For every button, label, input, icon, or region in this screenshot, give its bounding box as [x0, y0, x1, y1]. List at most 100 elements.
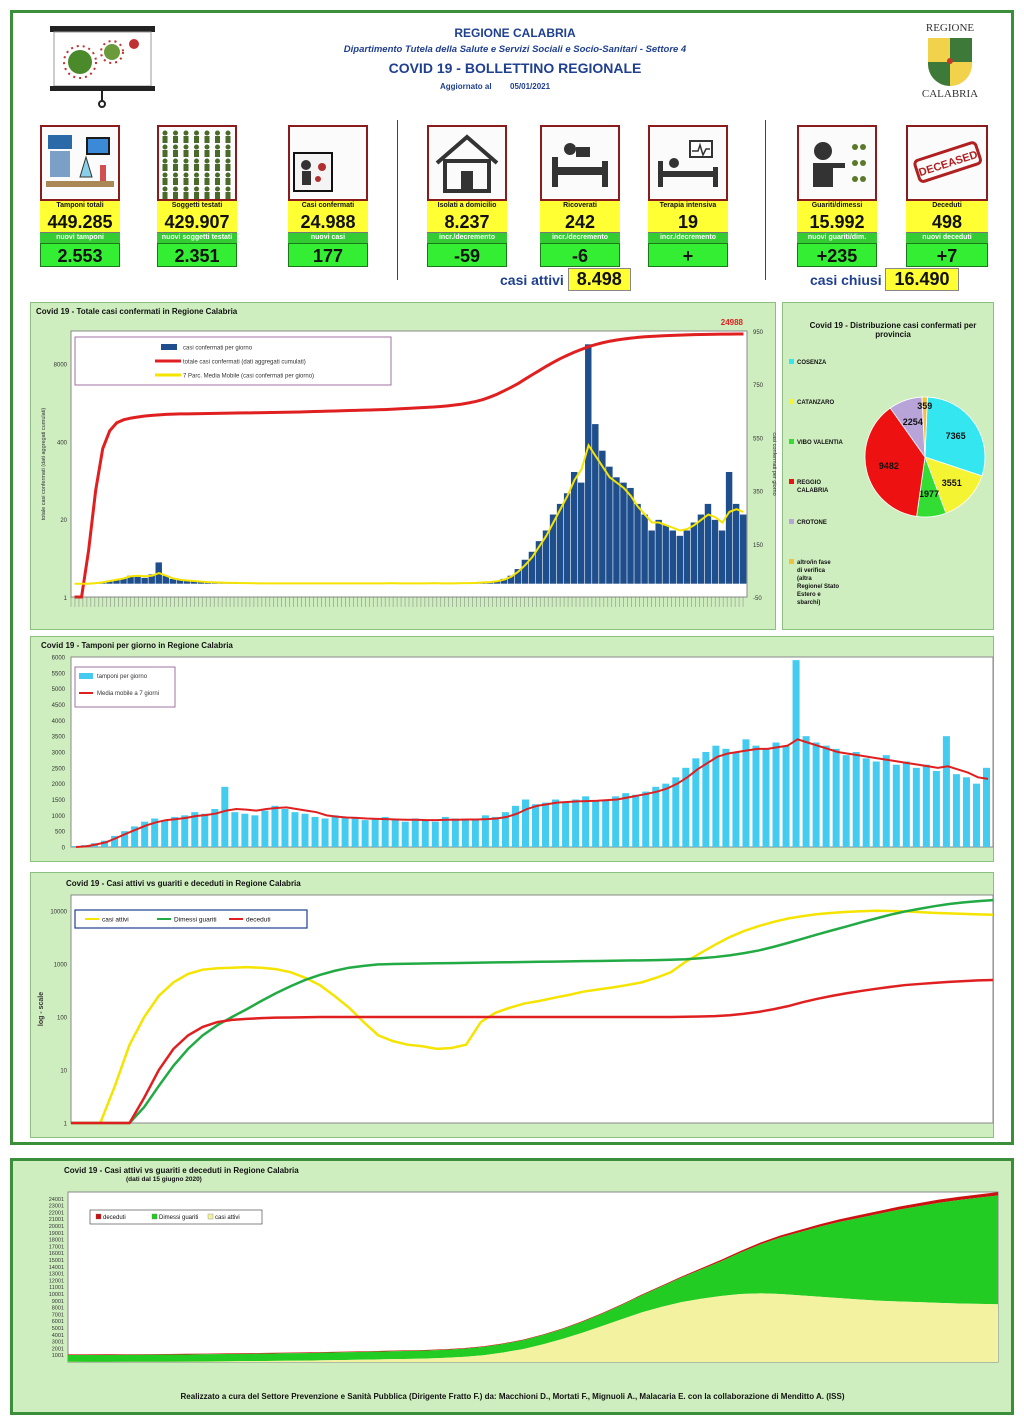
tamponi-bar: [401, 821, 409, 847]
person-body: [215, 192, 220, 199]
person-body: [194, 192, 199, 199]
daily-case-bar: [120, 578, 127, 584]
y-tick-label-right: 950: [753, 330, 764, 336]
daily-case-bar: [134, 576, 141, 584]
tamponi-bar: [521, 799, 529, 847]
tamponi-bar: [471, 818, 479, 847]
tamponi-bar: [331, 815, 339, 847]
tamponi-bar: [461, 820, 469, 847]
tamponi-bar: [682, 767, 690, 847]
daily-case-bar: [641, 514, 648, 584]
tamponi-bar: [271, 805, 279, 847]
tamponi-bar: [712, 745, 720, 847]
tamponi-bar: [161, 820, 169, 847]
y-tick-label-right: 350: [753, 490, 764, 496]
person-head: [183, 158, 189, 164]
y-tick-label: 10: [60, 1068, 67, 1074]
tile-terapia-intensiva: Terapia intensiva 19 incr./decremento +: [648, 125, 728, 267]
tamponi-bar: [612, 796, 620, 847]
tile-sublabel: incr./decremento: [540, 233, 620, 243]
tamponi-bar: [441, 816, 449, 847]
y-tick-label: 21001: [49, 1217, 64, 1223]
person-body: [162, 164, 168, 171]
person-head: [162, 186, 168, 192]
person-head: [204, 158, 210, 164]
y-tick-label: 2001: [52, 1346, 64, 1352]
tamponi-bar: [622, 793, 630, 847]
tamponi-bar: [852, 752, 860, 847]
tamponi-bar: [201, 813, 209, 847]
tile-label: Ricoverati: [540, 201, 620, 211]
person-body: [215, 164, 220, 171]
person-head: [225, 172, 231, 178]
person-head: [225, 186, 231, 192]
daily-case-bar: [113, 579, 120, 584]
virus-board-icon: [50, 26, 155, 108]
daily-case-bar: [627, 487, 634, 584]
tamponi-bar: [361, 820, 369, 847]
tamponi-bar: [922, 764, 930, 847]
tamponi-bar: [451, 818, 459, 847]
legend-label: casi confermati per giorno: [183, 346, 253, 352]
tamponi-bar: [491, 816, 499, 847]
tamponi-bar: [782, 745, 790, 847]
person-head: [183, 186, 189, 192]
y-tick-label: 1001: [52, 1353, 64, 1359]
tamponi-bar: [211, 809, 219, 847]
y-tick-label: 12001: [49, 1278, 64, 1284]
person-body: [194, 178, 199, 185]
y-tick-label: 20001: [49, 1224, 64, 1230]
separator: [765, 120, 766, 280]
bulletin-frame: [10, 10, 1014, 1145]
tile-label: Soggetti testati: [157, 201, 237, 211]
person-head: [194, 158, 199, 164]
tamponi-bar: [542, 802, 550, 847]
daily-case-bar: [718, 530, 726, 584]
legend-label: Regione/ Stato: [797, 584, 839, 590]
person-head: [162, 130, 168, 136]
header: REGIONE CALABRIA Dipartimento Tutela del…: [30, 20, 1000, 115]
casi-chiusi-summary: casi chiusi 16.490: [810, 268, 959, 291]
person-body: [173, 164, 178, 171]
person-body: [225, 150, 231, 157]
tamponi-chart: 0 500 1000 1500 2000 2500 3000 3500 4000 4500 5000…: [52, 656, 994, 852]
legend-label: COSENZA: [797, 360, 827, 366]
legend-label: Dimessi guariti: [174, 917, 217, 924]
daily-case-bar: [570, 471, 578, 584]
tamponi-bar: [351, 818, 359, 847]
legend-swatch: [79, 673, 93, 679]
y-tick-label-left: 1: [64, 596, 68, 602]
person-body: [215, 178, 220, 185]
tamponi-bar: [501, 812, 509, 847]
person-head: [173, 172, 178, 178]
separator: [397, 120, 398, 280]
pie-slice: [924, 456, 983, 514]
tamponi-bar: [762, 748, 770, 847]
series-line: [71, 978, 994, 1125]
legend-label: REGGIO: [797, 480, 821, 486]
tile-sublabel: nuovi deceduti: [906, 233, 988, 243]
tamponi-bar: [752, 745, 760, 847]
person-body: [162, 192, 168, 199]
legend-label: tamponi per giorno: [97, 674, 148, 680]
pie-slice: [924, 396, 986, 477]
y-tick-label: 10000: [50, 909, 67, 915]
plot-area: [70, 894, 994, 1124]
tamponi-bar: [912, 767, 920, 847]
y-axis-label: totale casi confermati (dati aggregati c…: [41, 408, 47, 521]
crest-top-text: REGIONE: [925, 22, 975, 34]
updated-label: Aggiornato al: [440, 82, 492, 91]
tamponi-bar: [71, 846, 79, 847]
legend-swatch: [95, 1213, 102, 1220]
legend-swatch: [151, 1213, 158, 1220]
chart-panel-province: Covid 19 - Distribuzione casi confermati…: [782, 302, 994, 630]
tile-sublabel: nuovi guariti/dim.: [797, 233, 877, 243]
y-tick-label-right: -50: [753, 596, 762, 602]
daily-case-bar: [542, 530, 550, 584]
chart-panel-tamponi: Covid 19 - Tamponi per giorno in Regione…: [30, 636, 994, 862]
person-body: [194, 150, 199, 157]
y-tick-label: 6000: [52, 656, 66, 662]
legend-swatch: [207, 1213, 214, 1220]
person-head: [162, 172, 168, 178]
chart-title: Covid 19 - Casi attivi vs guariti e dece…: [66, 879, 301, 888]
